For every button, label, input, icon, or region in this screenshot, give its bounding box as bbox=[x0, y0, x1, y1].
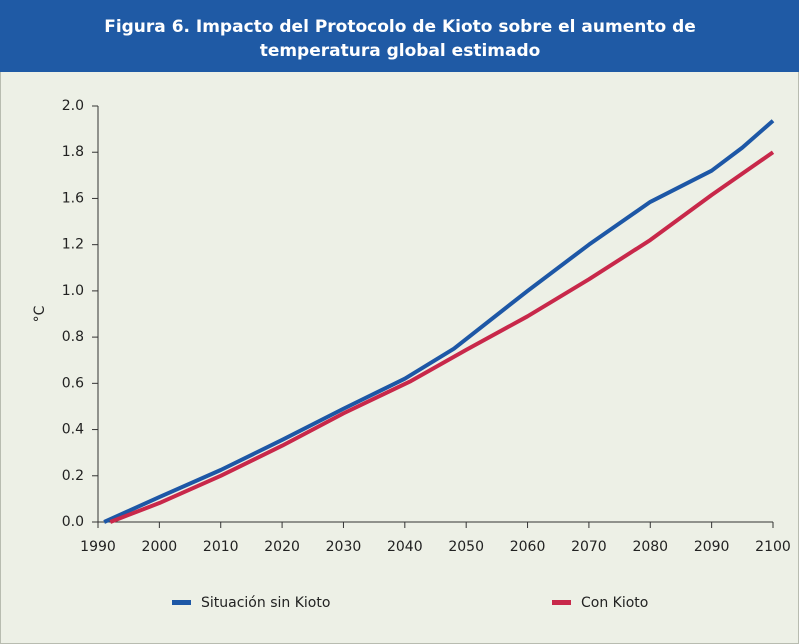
x-tick-label: 2030 bbox=[326, 539, 362, 555]
legend-swatch bbox=[552, 600, 571, 605]
x-tick-label: 2020 bbox=[264, 539, 300, 555]
y-tick-label: 1.2 bbox=[62, 237, 84, 253]
y-tick-label: 0.8 bbox=[62, 329, 84, 345]
x-tick-label: 2070 bbox=[571, 539, 607, 555]
y-tick-label: 0.0 bbox=[62, 514, 84, 530]
x-tick-label: 2010 bbox=[203, 539, 239, 555]
x-tick-label: 2090 bbox=[694, 539, 730, 555]
y-tick-label: 2.0 bbox=[62, 98, 84, 114]
legend-label: Situación sin Kioto bbox=[201, 595, 330, 611]
x-tick-label: 2000 bbox=[142, 539, 178, 555]
chart-title: temperatura global estimado bbox=[260, 41, 541, 61]
y-tick-label: 1.8 bbox=[62, 144, 84, 160]
x-tick-label: 2050 bbox=[448, 539, 484, 555]
x-tick-label: 1990 bbox=[80, 539, 116, 555]
y-tick-label: 0.2 bbox=[62, 468, 84, 484]
y-tick-label: 0.6 bbox=[62, 375, 84, 391]
header-band bbox=[0, 0, 799, 72]
y-tick-label: 1.0 bbox=[62, 283, 84, 299]
y-axis-label: °C bbox=[32, 305, 48, 322]
x-tick-label: 2080 bbox=[632, 539, 668, 555]
line-series bbox=[103, 119, 775, 524]
y-tick-label: 1.6 bbox=[62, 190, 84, 206]
legend-swatch bbox=[172, 600, 191, 605]
legend-label: Con Kioto bbox=[581, 595, 648, 611]
line-series bbox=[109, 150, 775, 524]
x-tick-label: 2100 bbox=[755, 539, 791, 555]
x-tick-label: 2060 bbox=[510, 539, 546, 555]
y-tick-label: 0.4 bbox=[62, 422, 84, 438]
chart-title: Figura 6. Impacto del Protocolo de Kioto… bbox=[104, 17, 696, 37]
x-tick-label: 2040 bbox=[387, 539, 423, 555]
